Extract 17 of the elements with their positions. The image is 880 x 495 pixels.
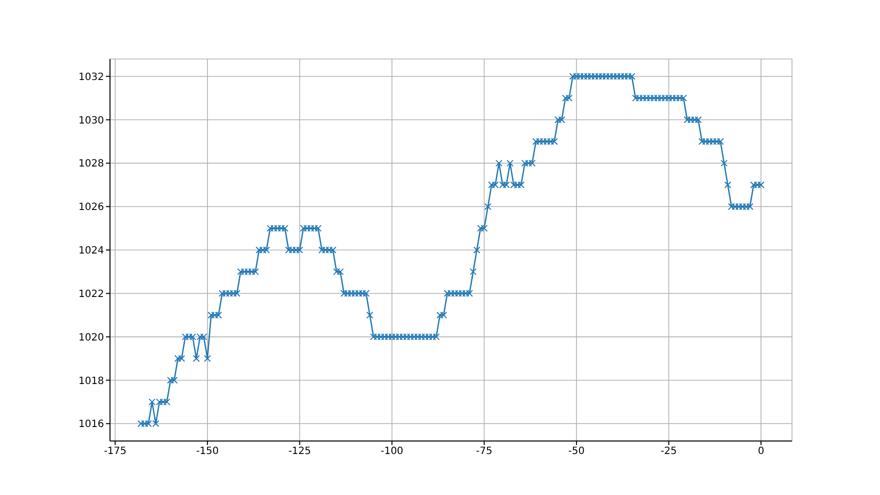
y-tick-label: 1022 xyxy=(78,288,104,300)
y-tick-label: 1028 xyxy=(78,158,104,170)
x-tick-label: -100 xyxy=(380,446,404,458)
y-tick-label: 1020 xyxy=(78,332,104,344)
y-tick-label: 1018 xyxy=(78,376,104,387)
x-tick-label: -50 xyxy=(568,446,585,458)
x-tick-label: -150 xyxy=(196,446,219,458)
x-tick-label: -125 xyxy=(288,446,312,458)
x-tick-label: -25 xyxy=(660,446,677,458)
y-tick-label: 1024 xyxy=(78,246,104,257)
x-tick-label: -175 xyxy=(104,446,127,458)
y-tick-label: 1032 xyxy=(78,72,104,83)
y-tick-label: 1026 xyxy=(78,202,104,214)
x-tick-label: 0 xyxy=(758,446,764,458)
y-tick-label: 1016 xyxy=(78,419,104,430)
y-tick-label: 1030 xyxy=(78,115,104,126)
x-tick-label: -75 xyxy=(476,446,492,458)
